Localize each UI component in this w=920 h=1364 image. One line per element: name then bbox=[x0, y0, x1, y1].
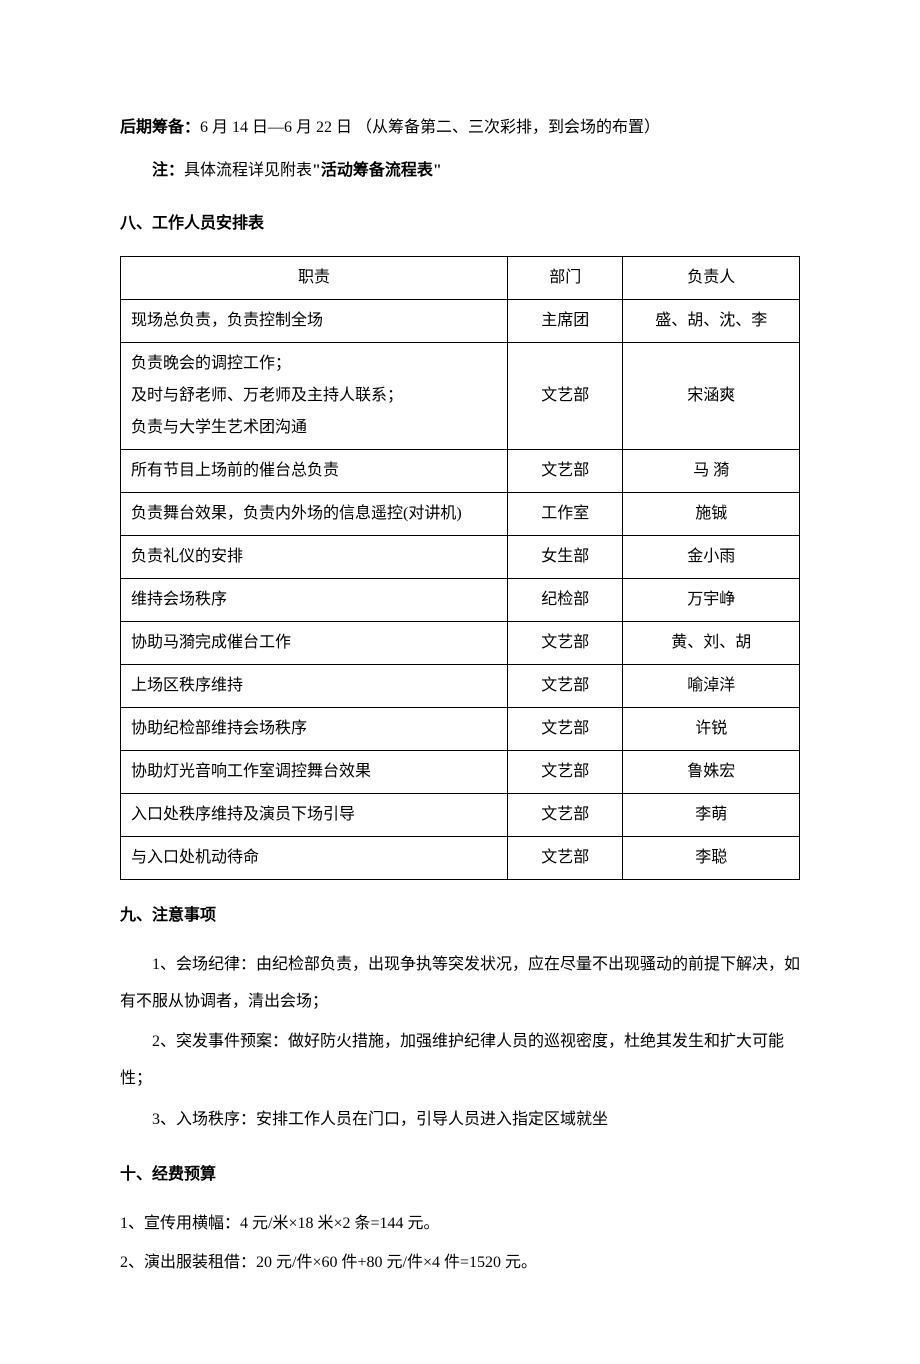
note-paragraph: 注：具体流程详见附表"活动筹备流程表" bbox=[120, 153, 800, 188]
cell-dept: 文艺部 bbox=[508, 836, 623, 879]
prep-paragraph: 后期筹备：6 月 14 日—6 月 22 日 （从筹备第二、三次彩排，到会场的布… bbox=[120, 110, 800, 145]
duty-line: 及时与舒老师、万老师及主持人联系； bbox=[131, 380, 497, 412]
table-row: 协助马漪完成催台工作文艺部黄、刘、胡 bbox=[121, 621, 800, 664]
cell-dept: 文艺部 bbox=[508, 750, 623, 793]
duty-line: 入口处秩序维持及演员下场引导 bbox=[131, 799, 497, 831]
duty-line: 所有节目上场前的催台总负责 bbox=[131, 455, 497, 487]
duty-line: 与入口处机动待命 bbox=[131, 842, 497, 874]
budget-list-item: 1、宣传用横幅：4 元/米×18 米×2 条=144 元。 bbox=[120, 1206, 800, 1243]
duty-line: 协助纪检部维持会场秩序 bbox=[131, 713, 497, 745]
cell-dept: 文艺部 bbox=[508, 664, 623, 707]
cell-duty: 协助灯光音响工作室调控舞台效果 bbox=[121, 750, 508, 793]
table-row: 协助灯光音响工作室调控舞台效果文艺部鲁姝宏 bbox=[121, 750, 800, 793]
budget-list-item: 2、演出服装租借：20 元/件×60 件+80 元/件×4 件=1520 元。 bbox=[120, 1245, 800, 1282]
cell-dept: 工作室 bbox=[508, 492, 623, 535]
prep-text: 6 月 14 日—6 月 22 日 （从筹备第二、三次彩排，到会场的布置） bbox=[200, 119, 660, 136]
cell-duty: 现场总负责，负责控制全场 bbox=[121, 299, 508, 342]
cell-dept: 文艺部 bbox=[508, 342, 623, 449]
duty-line: 维持会场秩序 bbox=[131, 584, 497, 616]
header-dept: 部门 bbox=[508, 256, 623, 299]
cell-person: 宋涵爽 bbox=[623, 342, 800, 449]
table-row: 上场区秩序维持文艺部喻淖洋 bbox=[121, 664, 800, 707]
duty-line: 上场区秩序维持 bbox=[131, 670, 497, 702]
note-list-item: 2、突发事件预案：做好防火措施，加强维护纪律人员的巡视密度，杜绝其发生和扩大可能… bbox=[120, 1024, 800, 1098]
cell-duty: 协助马漪完成催台工作 bbox=[121, 621, 508, 664]
duty-line: 负责舞台效果，负责内外场的信息遥控(对讲机) bbox=[131, 498, 497, 530]
cell-dept: 文艺部 bbox=[508, 449, 623, 492]
cell-dept: 纪检部 bbox=[508, 578, 623, 621]
cell-duty: 负责舞台效果，负责内外场的信息遥控(对讲机) bbox=[121, 492, 508, 535]
cell-person: 李萌 bbox=[623, 793, 800, 836]
table-row: 协助纪检部维持会场秩序文艺部许锐 bbox=[121, 707, 800, 750]
table-row: 负责礼仪的安排女生部金小雨 bbox=[121, 535, 800, 578]
note-mid: 具体流程详见附表 bbox=[184, 162, 312, 179]
duty-line: 协助马漪完成催台工作 bbox=[131, 627, 497, 659]
cell-duty: 上场区秩序维持 bbox=[121, 664, 508, 707]
prep-label: 后期筹备： bbox=[120, 119, 200, 136]
section8-heading: 八、工作人员安排表 bbox=[120, 206, 800, 241]
cell-person: 鲁姝宏 bbox=[623, 750, 800, 793]
table-row: 与入口处机动待命文艺部李聪 bbox=[121, 836, 800, 879]
note-list-item: 3、入场秩序：安排工作人员在门口，引导人员进入指定区域就坐 bbox=[120, 1102, 800, 1139]
cell-duty: 与入口处机动待命 bbox=[121, 836, 508, 879]
cell-person: 金小雨 bbox=[623, 535, 800, 578]
table-row: 入口处秩序维持及演员下场引导文艺部李萌 bbox=[121, 793, 800, 836]
staff-table: 职责 部门 负责人 现场总负责，负责控制全场主席团盛、胡、沈、李负责晚会的调控工… bbox=[120, 256, 800, 880]
duty-line: 负责礼仪的安排 bbox=[131, 541, 497, 573]
duty-line: 协助灯光音响工作室调控舞台效果 bbox=[131, 756, 497, 788]
cell-person: 盛、胡、沈、李 bbox=[623, 299, 800, 342]
duty-line: 负责晚会的调控工作； bbox=[131, 348, 497, 380]
cell-duty: 协助纪检部维持会场秩序 bbox=[121, 707, 508, 750]
cell-duty: 入口处秩序维持及演员下场引导 bbox=[121, 793, 508, 836]
cell-dept: 主席团 bbox=[508, 299, 623, 342]
cell-person: 喻淖洋 bbox=[623, 664, 800, 707]
duty-line: 现场总负责，负责控制全场 bbox=[131, 305, 497, 337]
duty-line: 负责与大学生艺术团沟通 bbox=[131, 412, 497, 444]
header-duty: 职责 bbox=[121, 256, 508, 299]
cell-duty: 所有节目上场前的催台总负责 bbox=[121, 449, 508, 492]
table-row: 所有节目上场前的催台总负责文艺部马 漪 bbox=[121, 449, 800, 492]
table-row: 负责舞台效果，负责内外场的信息遥控(对讲机) 工作室施铖 bbox=[121, 492, 800, 535]
note-prefix: 注： bbox=[152, 162, 184, 179]
cell-person: 许锐 bbox=[623, 707, 800, 750]
cell-duty: 负责礼仪的安排 bbox=[121, 535, 508, 578]
cell-dept: 文艺部 bbox=[508, 621, 623, 664]
cell-dept: 文艺部 bbox=[508, 707, 623, 750]
cell-dept: 女生部 bbox=[508, 535, 623, 578]
cell-person: 马 漪 bbox=[623, 449, 800, 492]
table-header-row: 职责 部门 负责人 bbox=[121, 256, 800, 299]
table-row: 维持会场秩序纪检部万宇峥 bbox=[121, 578, 800, 621]
note-quoted: "活动筹备流程表" bbox=[312, 162, 442, 179]
header-person: 负责人 bbox=[623, 256, 800, 299]
section10-heading: 十、经费预算 bbox=[120, 1157, 800, 1192]
section9-heading: 九、注意事项 bbox=[120, 898, 800, 933]
table-row: 现场总负责，负责控制全场主席团盛、胡、沈、李 bbox=[121, 299, 800, 342]
cell-person: 李聪 bbox=[623, 836, 800, 879]
cell-person: 万宇峥 bbox=[623, 578, 800, 621]
note-list-item: 1、会场纪律：由纪检部负责，出现争执等突发状况，应在尽量不出现骚动的前提下解决，… bbox=[120, 947, 800, 1021]
cell-duty: 负责晚会的调控工作；及时与舒老师、万老师及主持人联系；负责与大学生艺术团沟通 bbox=[121, 342, 508, 449]
cell-person: 黄、刘、胡 bbox=[623, 621, 800, 664]
cell-person: 施铖 bbox=[623, 492, 800, 535]
cell-duty: 维持会场秩序 bbox=[121, 578, 508, 621]
table-row: 负责晚会的调控工作；及时与舒老师、万老师及主持人联系；负责与大学生艺术团沟通文艺… bbox=[121, 342, 800, 449]
cell-dept: 文艺部 bbox=[508, 793, 623, 836]
